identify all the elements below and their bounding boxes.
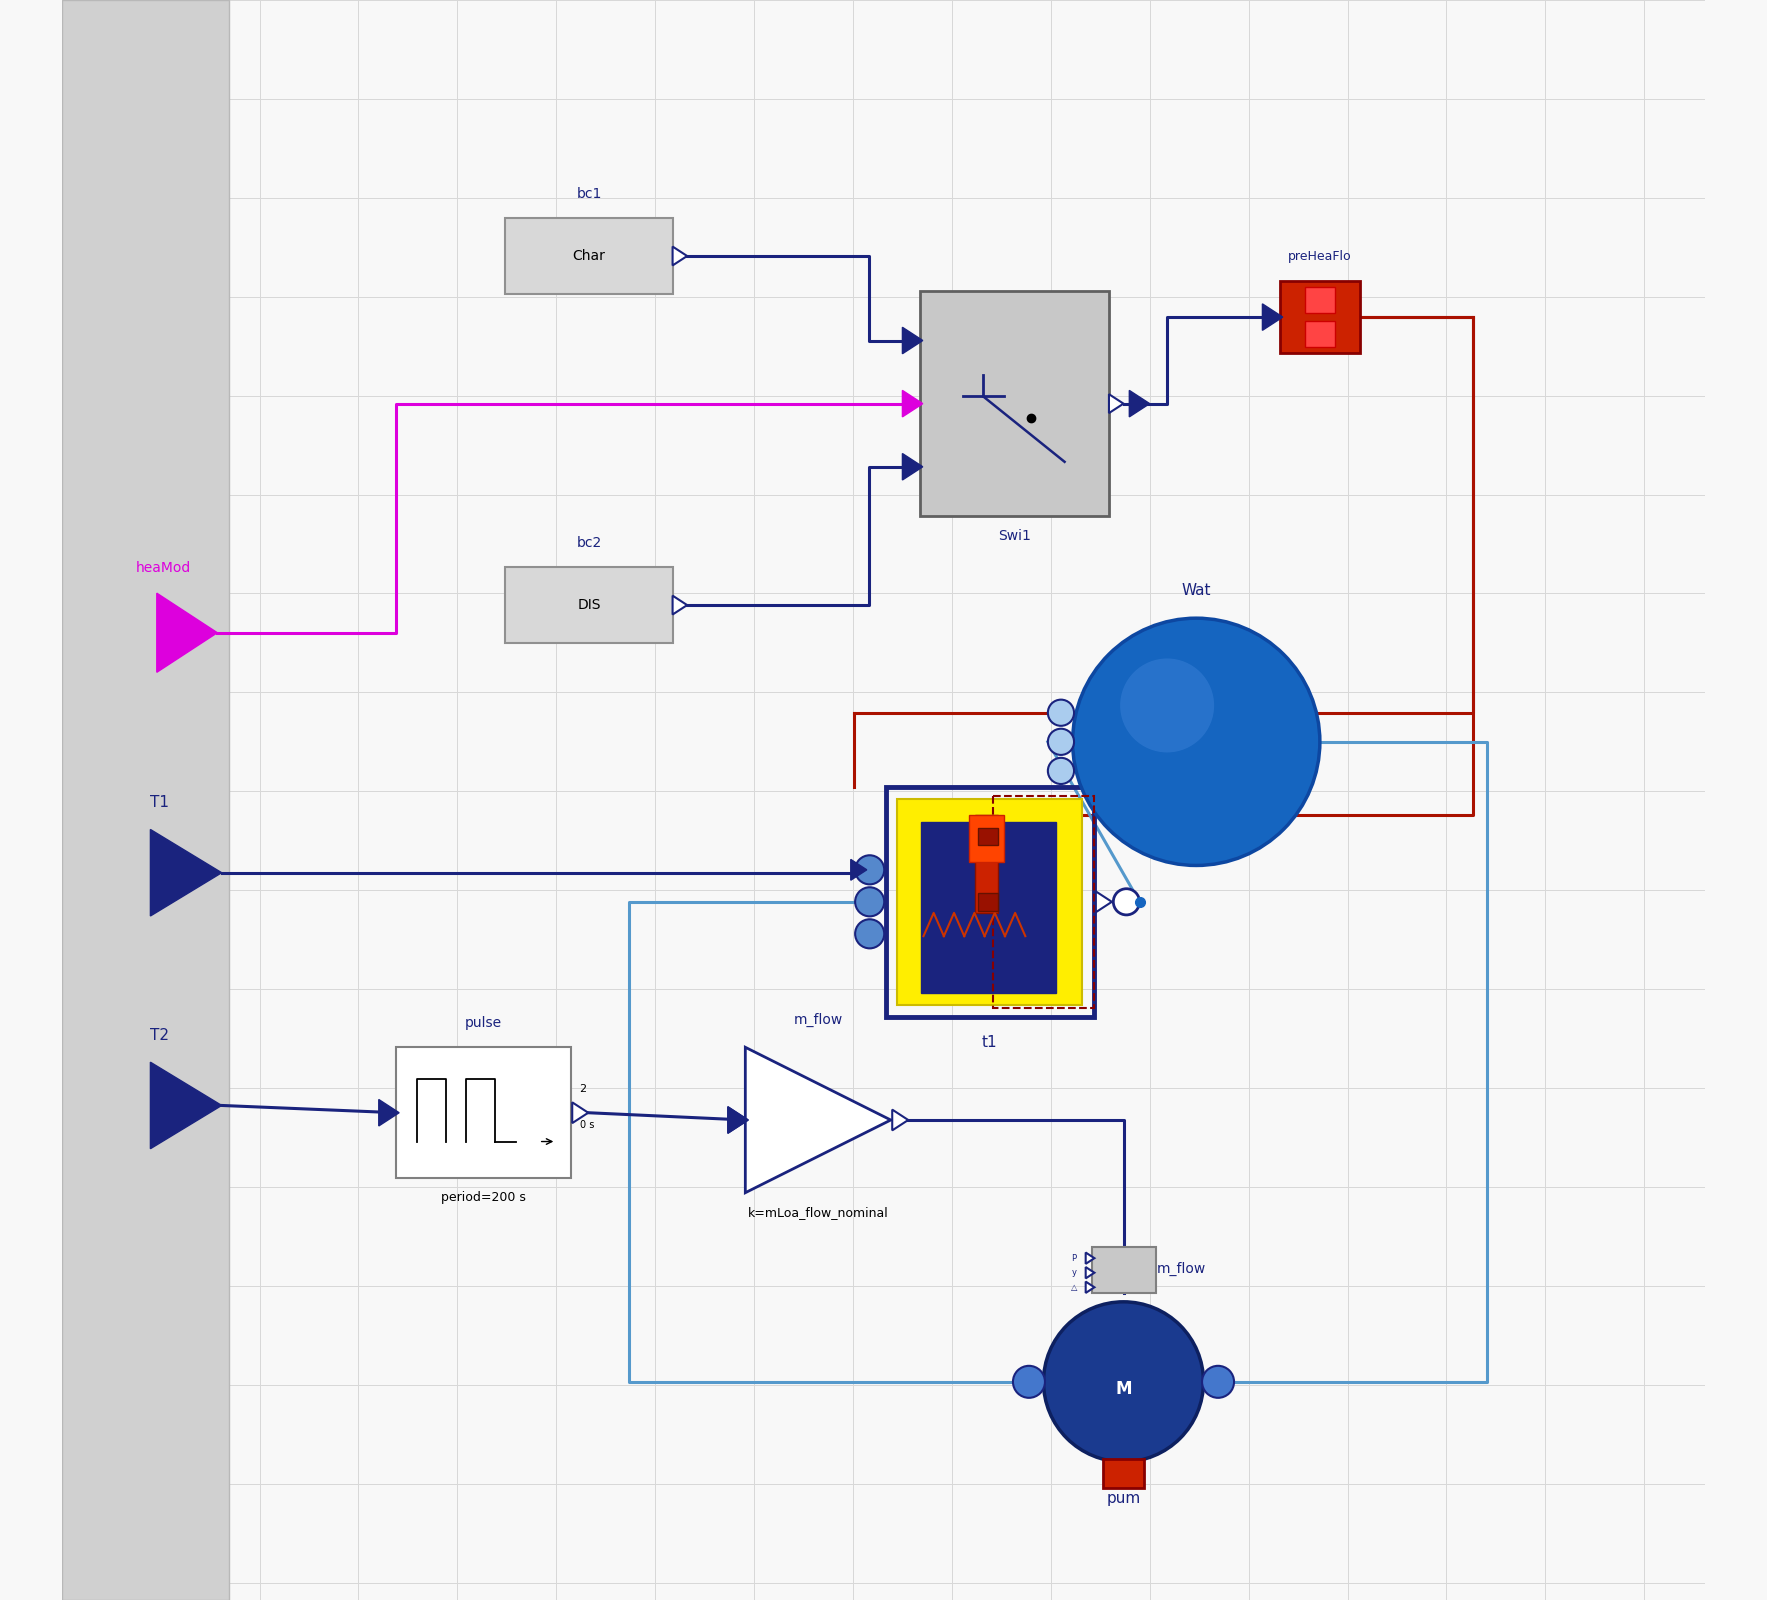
Text: Char: Char (573, 250, 606, 262)
Text: y: y (1071, 1269, 1076, 1277)
Text: bc2: bc2 (576, 536, 601, 550)
Bar (885, 787, 1094, 1016)
Text: 2: 2 (580, 1083, 587, 1094)
Circle shape (855, 920, 884, 949)
Polygon shape (728, 1107, 747, 1133)
Bar (975, 814, 998, 914)
Bar (979, 893, 998, 910)
Circle shape (1048, 699, 1074, 726)
Text: t1: t1 (982, 1035, 998, 1050)
Polygon shape (1085, 1267, 1094, 1278)
Polygon shape (903, 453, 922, 480)
Bar (396, 1048, 571, 1178)
Polygon shape (1262, 304, 1283, 330)
Bar (1279, 280, 1361, 354)
Bar (921, 822, 1057, 994)
Text: Swi1: Swi1 (998, 528, 1030, 542)
Polygon shape (1129, 390, 1150, 418)
Circle shape (1202, 1366, 1233, 1398)
Bar (898, 798, 1081, 1005)
Text: △: △ (1071, 1283, 1078, 1291)
Polygon shape (850, 859, 868, 880)
Text: DIS: DIS (578, 598, 601, 613)
Bar (505, 218, 673, 294)
Circle shape (855, 856, 884, 885)
Text: period=200 s: period=200 s (442, 1192, 527, 1205)
Text: P: P (1071, 1254, 1076, 1262)
Bar (1103, 1459, 1143, 1488)
Text: heaMod: heaMod (136, 560, 191, 574)
Polygon shape (150, 829, 221, 915)
Text: Wat: Wat (1182, 582, 1210, 598)
Polygon shape (1085, 1253, 1094, 1264)
Bar (993, 795, 1094, 1008)
Circle shape (1012, 1366, 1044, 1398)
Polygon shape (892, 1110, 908, 1131)
Circle shape (1044, 1302, 1203, 1462)
Polygon shape (573, 1102, 588, 1123)
Circle shape (855, 888, 884, 917)
Circle shape (1120, 659, 1214, 752)
Text: bc1: bc1 (576, 187, 601, 202)
Bar (1304, 286, 1336, 312)
Circle shape (1048, 758, 1074, 784)
Text: pum: pum (1106, 1491, 1141, 1506)
Bar (1304, 320, 1336, 347)
Polygon shape (673, 246, 687, 266)
Polygon shape (1085, 1282, 1094, 1293)
Bar (979, 827, 998, 845)
Polygon shape (903, 328, 922, 354)
Polygon shape (903, 390, 922, 418)
Polygon shape (157, 594, 217, 672)
Text: M: M (1115, 1381, 1131, 1398)
Bar (1092, 1246, 1156, 1293)
Polygon shape (673, 595, 687, 614)
Polygon shape (1096, 891, 1111, 912)
Text: T1: T1 (150, 795, 168, 810)
Bar (505, 568, 673, 643)
Bar (970, 814, 1004, 862)
Text: k=mLoa_flow_nominal: k=mLoa_flow_nominal (747, 1206, 889, 1219)
Polygon shape (728, 1107, 747, 1133)
Polygon shape (378, 1099, 399, 1126)
Bar (62, 0, 230, 1600)
Bar (921, 291, 1110, 517)
Circle shape (1048, 728, 1074, 755)
Text: T2: T2 (150, 1029, 168, 1043)
Polygon shape (1067, 1414, 1180, 1454)
Circle shape (1113, 888, 1140, 915)
Polygon shape (746, 1048, 891, 1192)
Circle shape (1073, 618, 1320, 866)
Polygon shape (1110, 394, 1124, 413)
Text: preHeaFlo: preHeaFlo (1288, 250, 1352, 264)
Text: pulse: pulse (465, 1016, 502, 1030)
Text: 0 s: 0 s (580, 1120, 594, 1131)
Polygon shape (150, 1062, 221, 1149)
Text: m_flow: m_flow (793, 1013, 843, 1027)
Text: m_flow: m_flow (1157, 1262, 1207, 1275)
